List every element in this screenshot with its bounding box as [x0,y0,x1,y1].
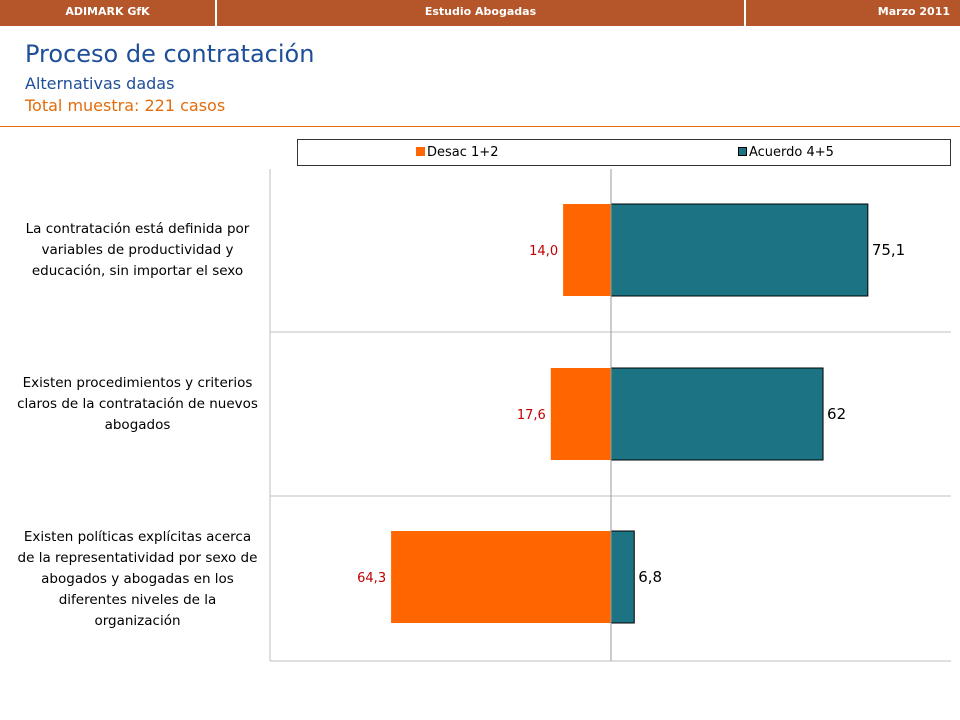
bar-desacuerdo [391,531,611,623]
header-study: Estudio Abogadas [424,5,537,18]
data-label-desacuerdo: 14,0 [529,244,558,259]
legend-swatch-acuerdo [738,147,747,156]
header-date: Marzo 2011 [877,5,950,18]
page-subtitle: Alternativas dadas [25,74,175,93]
data-label-acuerdo: 62 [827,405,846,423]
category-label: Existen políticas explícitas acerca de l… [17,529,258,629]
data-label-acuerdo: 6,8 [638,568,662,586]
category-label: La contratación está definida por variab… [25,221,250,279]
sample-size: Total muestra: 221 casos [25,96,226,115]
legend-item-acuerdo: Acuerdo 4+5 [738,145,834,160]
page-title: Proceso de contratación [25,40,315,68]
bar-desacuerdo [550,368,611,460]
header-bar: ADIMARK GfK Estudio Abogadas Marzo 2011 [0,0,960,26]
legend-swatch-desacuerdo [416,147,425,156]
header-company: ADIMARK GfK [65,5,150,18]
header-separator [744,0,746,26]
legend-label-desacuerdo: Desac 1+2 [427,145,499,160]
data-label-acuerdo: 75,1 [872,241,905,259]
bar-acuerdo [610,367,824,461]
category-label: Existen procedimientos y criterios claro… [17,375,258,433]
bar-acuerdo [610,203,869,297]
legend-label-acuerdo: Acuerdo 4+5 [749,145,834,160]
legend-item-desacuerdo: Desac 1+2 [416,145,498,160]
bar-desacuerdo [563,204,611,296]
chart-legend: Desac 1+2 Acuerdo 4+5 [297,139,951,166]
data-label-desacuerdo: 17,6 [517,408,546,423]
header-separator [215,0,217,26]
bar-acuerdo [610,530,635,624]
title-divider [0,126,960,127]
data-label-desacuerdo: 64,3 [357,571,386,586]
